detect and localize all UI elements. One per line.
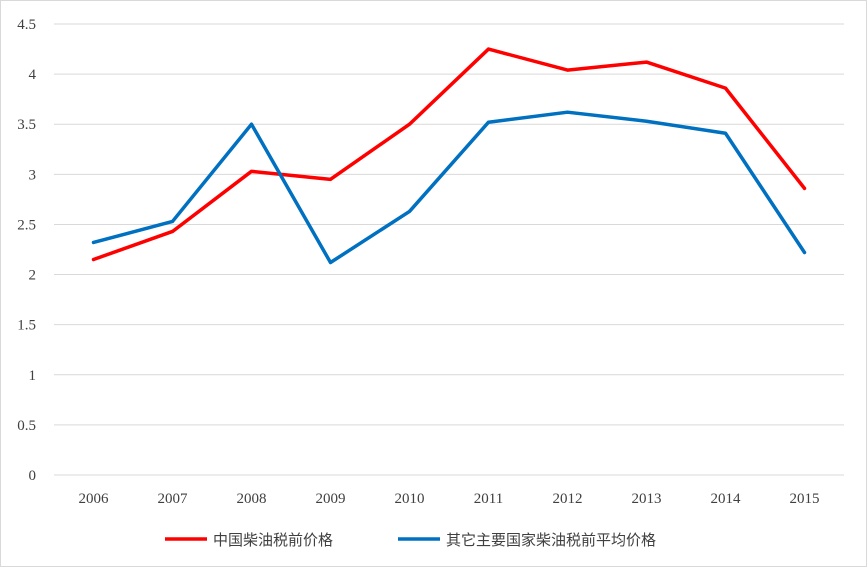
x-tick-label: 2009 — [316, 491, 346, 507]
data-point — [329, 177, 332, 181]
x-tick-label: 2010 — [395, 491, 425, 507]
x-axis: 2006 2007 2008 2009 2010 2011 2012 2013 2014 2015 — [79, 491, 820, 507]
series-line-2 — [91, 110, 807, 265]
y-tick-label: 2 — [29, 268, 37, 284]
legend: 中国柴油税前价格 其它主要国家柴油税前平均价格 — [165, 531, 656, 549]
x-tick-label: 2011 — [474, 491, 503, 507]
data-point — [250, 122, 253, 126]
legend-item-1: 中国柴油税前价格 — [165, 531, 333, 549]
data-point — [92, 258, 95, 262]
plot-area — [91, 47, 807, 265]
x-tick-label: 2008 — [237, 491, 267, 507]
data-point — [566, 68, 569, 72]
y-tick-label: 3.5 — [17, 117, 36, 133]
data-point — [408, 122, 411, 126]
data-point — [566, 110, 569, 114]
data-point — [645, 60, 648, 64]
x-tick-label: 2013 — [632, 491, 662, 507]
gridlines — [54, 23, 844, 476]
data-point — [645, 119, 648, 123]
y-axis: 0 0.5 1 1.5 2 2.5 3 3.5 4 4.5 — [17, 17, 36, 484]
data-point — [329, 261, 332, 265]
data-point — [487, 120, 490, 124]
series-line-1 — [91, 47, 807, 262]
y-tick-label: 3 — [29, 167, 37, 183]
legend-label: 其它主要国家柴油税前平均价格 — [446, 531, 656, 549]
x-tick-label: 2012 — [553, 491, 583, 507]
y-tick-label: 4 — [29, 67, 37, 83]
data-point — [487, 47, 490, 51]
data-point — [250, 169, 253, 173]
data-point — [92, 240, 95, 244]
y-tick-label: 0 — [29, 468, 37, 484]
y-tick-label: 4.5 — [17, 17, 36, 33]
legend-label: 中国柴油税前价格 — [213, 531, 333, 549]
data-point — [803, 251, 806, 255]
data-point — [408, 209, 411, 213]
y-tick-label: 2.5 — [17, 217, 36, 233]
x-tick-label: 2007 — [158, 491, 189, 507]
x-tick-label: 2015 — [790, 491, 820, 507]
x-tick-label: 2006 — [79, 491, 110, 507]
y-tick-label: 1 — [29, 368, 37, 384]
y-tick-label: 0.5 — [17, 418, 36, 434]
data-point — [171, 229, 174, 233]
data-point — [724, 131, 727, 135]
data-point — [171, 219, 174, 223]
legend-item-2: 其它主要国家柴油税前平均价格 — [398, 531, 656, 549]
data-point — [803, 186, 806, 190]
x-tick-label: 2014 — [711, 491, 742, 507]
y-tick-label: 1.5 — [17, 318, 36, 334]
data-point — [724, 86, 727, 90]
